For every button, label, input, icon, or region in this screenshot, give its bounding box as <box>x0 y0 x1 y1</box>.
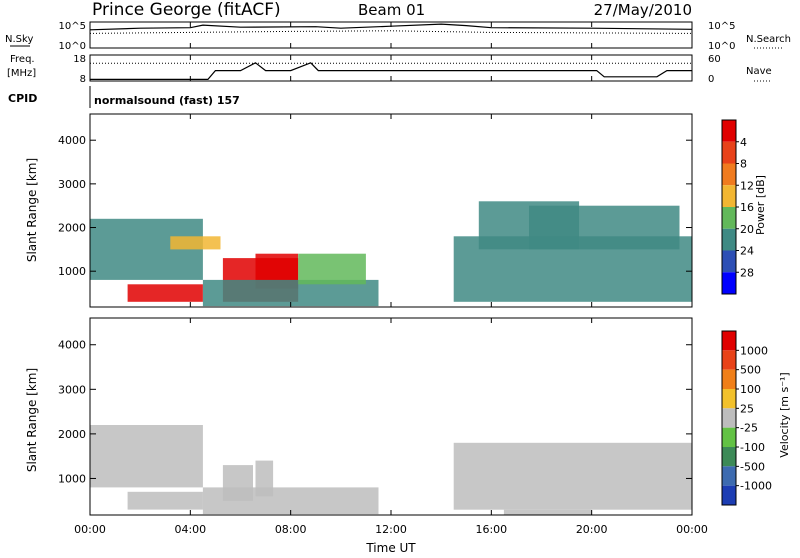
y-tick-label: 2000 <box>58 222 86 235</box>
colorbar-swatch <box>722 369 736 389</box>
nsky-tick-bottom: 10^0 <box>59 41 86 52</box>
x-tick-label: 04:00 <box>174 523 206 536</box>
colorbar-swatch <box>722 427 736 447</box>
colorbar-tick-label: -500 <box>740 460 765 473</box>
colorbar-tick-label: 16 <box>740 201 754 214</box>
x-tick-label: 12:00 <box>375 523 407 536</box>
colorbar-swatch <box>722 120 736 142</box>
x-axis-label: Time UT <box>365 541 416 554</box>
colorbar-tick-label: 500 <box>740 364 761 377</box>
echo-region <box>255 460 274 497</box>
y-tick-label: 3000 <box>58 178 86 191</box>
colorbar-swatch <box>722 485 736 505</box>
colorbar-tick-label: 100 <box>740 383 761 396</box>
x-tick-label: 00:00 <box>676 523 708 536</box>
echo-region <box>202 487 379 515</box>
colorbar-swatch <box>722 250 736 273</box>
freq-series-line <box>90 62 692 80</box>
colorbar-swatch <box>722 447 736 467</box>
colorbar-swatch <box>722 163 736 186</box>
colorbar-tick-label: 24 <box>740 245 754 258</box>
station-title: Prince George (fitACF) <box>92 0 281 20</box>
velocity-colorbar: -1000 -500 -100 -25 25 100 500 1000 <box>721 330 772 506</box>
colorbar-swatch <box>722 389 736 409</box>
nsearch-series-line <box>89 30 693 34</box>
power-heatmap <box>90 201 692 307</box>
nsky-series-line <box>89 23 693 31</box>
time-x-axis: 00:00 04:00 08:00 12:00 16:00 20:00 00:00 <box>74 22 708 536</box>
x-tick-label: 00:00 <box>74 523 106 536</box>
cpid-text: normalsound (fast) 157 <box>94 94 240 107</box>
date-label: 27/May/2010 <box>594 1 692 19</box>
nave-tick-top: 60 <box>708 54 721 65</box>
colorbar-swatch <box>722 408 736 428</box>
colorbar-tick-label: 12 <box>740 179 754 192</box>
nsky-tick-top: 10^5 <box>59 21 86 32</box>
echo-region <box>90 425 203 488</box>
x-tick-label: 16:00 <box>475 523 507 536</box>
nsearch-tick-top: 10^5 <box>708 21 735 32</box>
power-colorbar: 28 24 20 16 12 8 4 <box>721 119 754 295</box>
colorbar-tick-label: 1000 <box>740 344 768 357</box>
colorbar-swatch <box>722 185 736 207</box>
colorbar-swatch <box>722 350 736 370</box>
freq-tick-bottom: 8 <box>80 74 86 85</box>
freq-tick-top: 18 <box>73 54 86 65</box>
y-tick-label: 3000 <box>58 383 86 396</box>
echo-region <box>298 253 366 285</box>
colorbar-swatch <box>722 331 736 351</box>
echo-region <box>453 442 692 510</box>
nsearch-label: N.Search <box>746 34 791 45</box>
echo-region <box>529 205 680 250</box>
colorbar-tick-label: 25 <box>740 402 754 415</box>
velocity-colorbar-label: Velocity [m s⁻¹] <box>778 372 791 457</box>
colorbar-frame <box>721 330 737 506</box>
velocity-y-axis: 1000 2000 3000 4000 <box>58 339 692 485</box>
y-tick-label: 1000 <box>58 472 86 485</box>
colorbar-swatch <box>722 228 736 251</box>
colorbar-tick-label: -100 <box>740 441 765 454</box>
colorbar-tick-label: 4 <box>740 136 747 149</box>
colorbar-swatch <box>722 207 736 229</box>
nsearch-tick-bottom: 10^0 <box>708 41 735 52</box>
colorbar-swatch <box>722 141 736 164</box>
colorbar-tick-label: 20 <box>740 223 754 236</box>
nave-label: Nave <box>746 66 772 77</box>
y-tick-label: 1000 <box>58 265 86 278</box>
velocity-y-label: Slant Range [km] <box>25 368 39 472</box>
cpid-label: CPID <box>8 92 37 105</box>
colorbar-tick-label: -25 <box>740 422 758 435</box>
power-colorbar-label: Power [dB] <box>754 175 767 235</box>
echo-region <box>127 284 203 302</box>
echo-region <box>127 491 203 510</box>
velocity-heatmap <box>90 425 692 515</box>
x-tick-label: 20:00 <box>576 523 608 536</box>
echo-region <box>170 236 221 250</box>
freq-unit: [MHz] <box>7 68 36 79</box>
nave-tick-bottom: 0 <box>708 74 714 85</box>
nsky-label: N.Sky <box>5 34 33 45</box>
y-tick-label: 2000 <box>58 428 86 441</box>
y-tick-label: 4000 <box>58 339 86 352</box>
power-y-axis: 1000 2000 3000 4000 <box>58 134 692 278</box>
echo-region <box>503 509 592 515</box>
freq-label: Freq. <box>10 54 35 65</box>
beam-label: Beam 01 <box>358 1 425 19</box>
colorbar-swatch <box>722 272 736 294</box>
x-tick-label: 08:00 <box>275 523 307 536</box>
power-y-label: Slant Range [km] <box>25 158 39 262</box>
colorbar-tick-label: 8 <box>740 158 747 171</box>
colorbar-tick-label: 28 <box>740 266 754 279</box>
y-tick-label: 4000 <box>58 134 86 147</box>
colorbar-tick-label: -1000 <box>740 480 772 493</box>
colorbar-swatch <box>722 466 736 486</box>
